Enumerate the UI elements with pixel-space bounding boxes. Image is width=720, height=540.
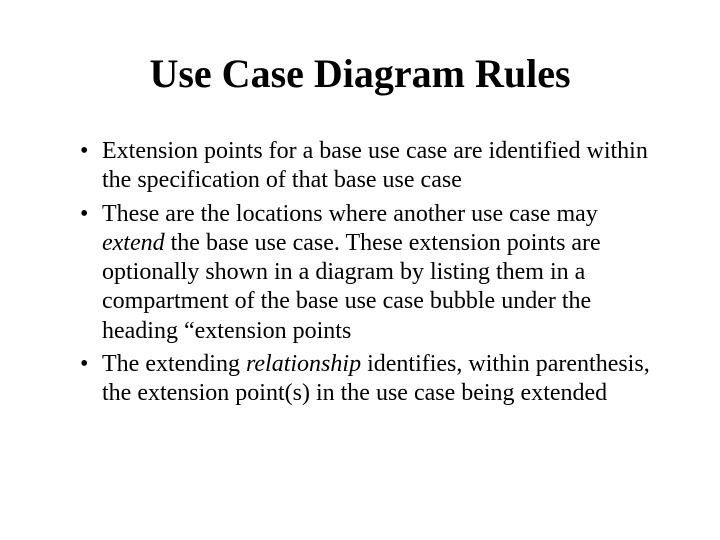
- bullet-item: The extending relationship identifies, w…: [80, 350, 660, 409]
- bullet-text-segment: the base use case. These extension point…: [102, 230, 601, 344]
- bullet-text-segment: extend: [102, 230, 165, 256]
- bullet-list: Extension points for a base use case are…: [50, 137, 670, 408]
- bullet-item: These are the locations where another us…: [80, 200, 660, 346]
- slide-title: Use Case Diagram Rules: [50, 50, 670, 97]
- bullet-item: Extension points for a base use case are…: [80, 137, 660, 196]
- bullet-text-segment: relationship: [246, 351, 361, 377]
- slide: Use Case Diagram Rules Extension points …: [0, 0, 720, 540]
- bullet-text-segment: Extension points for a base use case are…: [102, 138, 648, 193]
- bullet-text-segment: The extending: [102, 351, 246, 377]
- bullet-text-segment: These are the locations where another us…: [102, 201, 598, 227]
